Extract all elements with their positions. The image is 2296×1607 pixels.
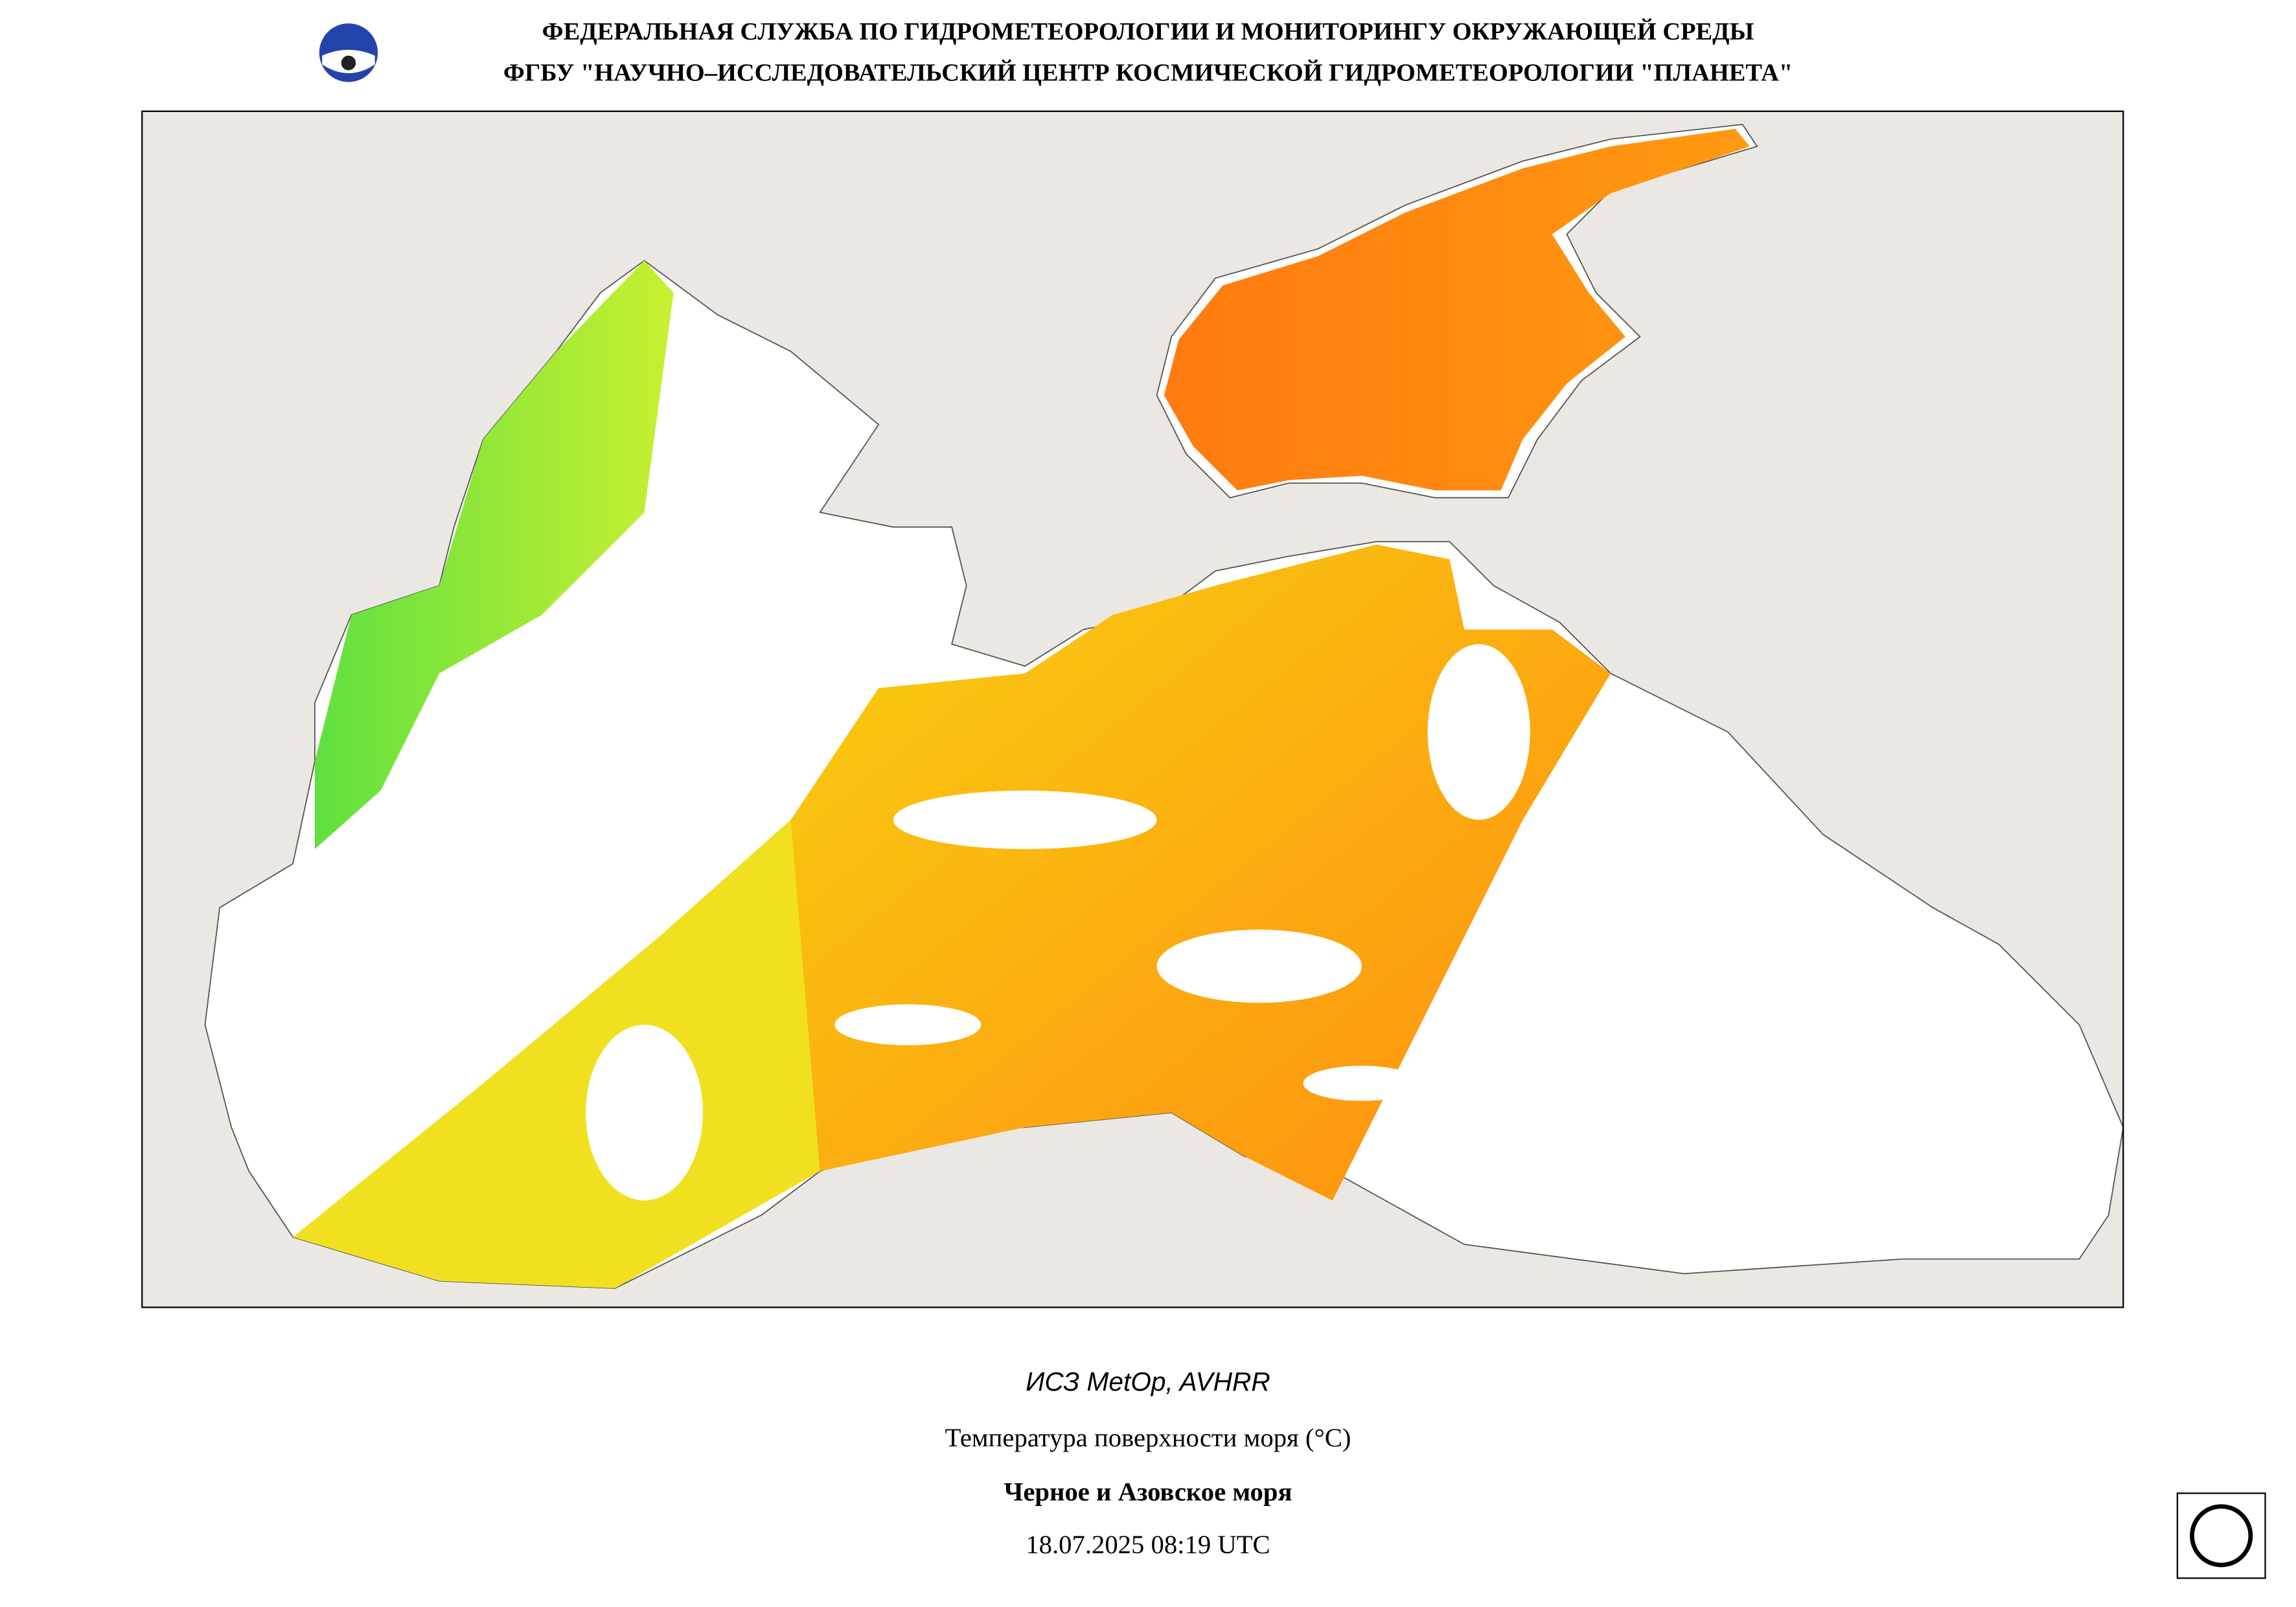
iso-badge <box>2176 1492 2266 1579</box>
sst-west <box>293 819 820 1288</box>
header-line: ФГБУ "НАУЧНО–ИССЛЕДОВАТЕЛЬСКИЙ ЦЕНТР КОС… <box>503 59 1793 86</box>
parameter: Температура поверхности моря (°C) <box>945 1423 1351 1452</box>
clouds <box>586 644 1530 1201</box>
map <box>142 111 2124 1308</box>
region: Черное и Азовское моря <box>1004 1477 1292 1507</box>
datetime: 18.07.2025 08:19 UTC <box>1026 1530 1270 1559</box>
map-frame <box>141 110 2124 1308</box>
sst-northwest <box>314 260 674 849</box>
sst-east <box>790 544 1611 1201</box>
sst-azov <box>1164 128 1750 491</box>
satellite: ИСЗ MetOp, AVHRR <box>1026 1367 1270 1396</box>
logo <box>319 23 378 82</box>
header-line: ФЕДЕРАЛЬНАЯ СЛУЖБА ПО ГИДРОМЕТЕОРОЛОГИИ … <box>542 18 1754 45</box>
